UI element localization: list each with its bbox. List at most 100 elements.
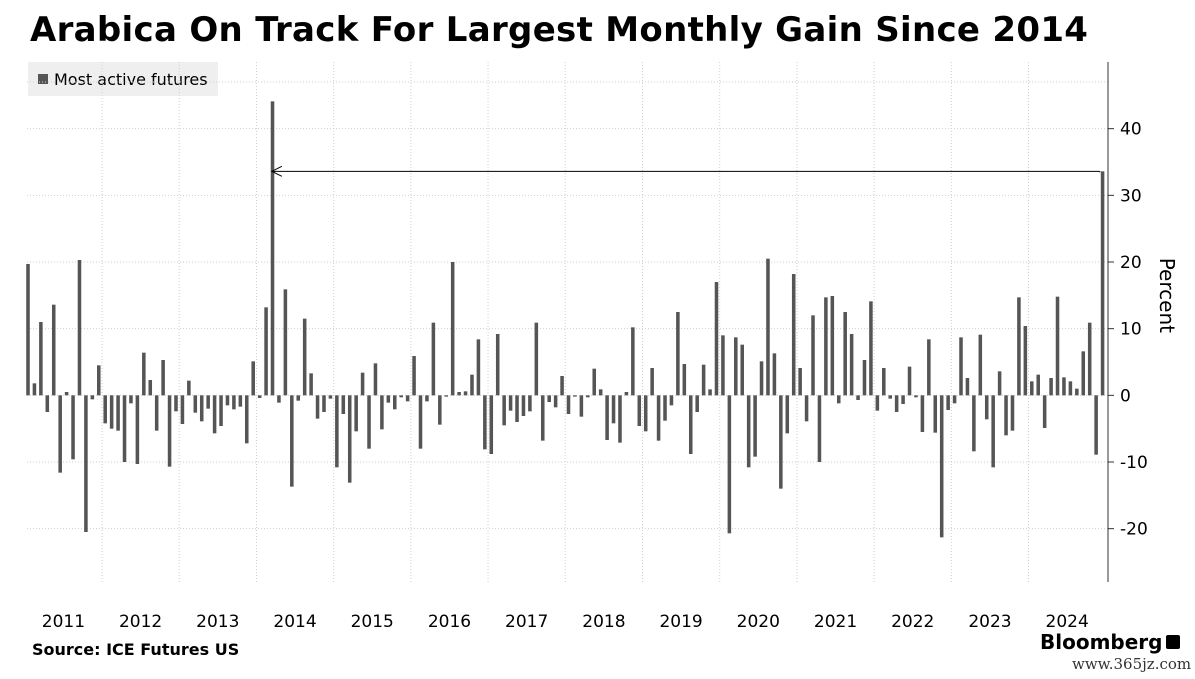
bar — [811, 315, 815, 396]
bar — [142, 352, 146, 396]
bar — [58, 395, 62, 473]
bar — [463, 391, 468, 396]
bar — [560, 376, 564, 396]
y-tick-label: 0 — [1120, 386, 1131, 406]
bar — [193, 395, 198, 413]
x-tick-label: 2024 — [1046, 612, 1089, 632]
bar — [238, 395, 243, 407]
bar — [392, 395, 397, 410]
x-tick-label: 2014 — [273, 612, 316, 632]
bar — [508, 395, 513, 411]
x-tick-label: 2013 — [196, 612, 239, 632]
bar — [283, 289, 288, 396]
bar — [315, 395, 320, 419]
annotation-arrow-head — [270, 165, 283, 177]
bar — [84, 395, 88, 532]
bar — [579, 395, 584, 417]
bar — [457, 392, 461, 396]
bar — [32, 383, 37, 396]
bar — [1030, 381, 1034, 396]
bar — [489, 395, 494, 454]
bar — [573, 395, 577, 397]
bar — [335, 395, 339, 468]
bar — [1010, 395, 1015, 431]
bar — [997, 371, 1002, 396]
bar — [412, 356, 416, 396]
bar — [817, 395, 822, 462]
bar — [1068, 381, 1073, 396]
bar — [1081, 351, 1086, 396]
x-tick-label: 2020 — [737, 612, 780, 632]
bar — [708, 389, 712, 396]
bar — [753, 395, 757, 457]
bar — [598, 389, 603, 396]
bar — [946, 395, 950, 410]
bar — [1094, 395, 1098, 455]
bar — [347, 395, 352, 483]
bar — [869, 301, 873, 396]
bar — [1036, 374, 1040, 396]
bar — [1087, 322, 1092, 396]
bar — [772, 353, 777, 396]
bar — [779, 395, 783, 489]
bar — [290, 395, 294, 487]
bar — [245, 395, 249, 444]
bar — [566, 395, 571, 414]
bar — [740, 344, 745, 396]
y-tick-label: 30 — [1120, 186, 1142, 206]
bar — [148, 380, 153, 396]
y-tick-label: 20 — [1120, 253, 1142, 273]
bar — [129, 395, 133, 404]
bar — [360, 372, 365, 396]
bar — [695, 395, 699, 412]
bar — [438, 395, 442, 425]
bar — [26, 264, 30, 396]
bar — [470, 374, 474, 396]
x-tick-label: 2012 — [119, 612, 162, 632]
bar — [701, 364, 706, 396]
bar — [1017, 297, 1021, 396]
bar — [199, 395, 204, 422]
x-tick-label: 2011 — [42, 612, 85, 632]
bar — [161, 360, 165, 396]
x-tick-label: 2022 — [891, 612, 934, 632]
bar — [116, 395, 120, 431]
bar — [663, 395, 667, 421]
bar — [901, 395, 905, 404]
bar — [553, 395, 558, 408]
legend: Most active futures — [28, 62, 218, 96]
bar — [212, 395, 217, 434]
bar — [843, 312, 847, 396]
y-tick-label: 10 — [1120, 320, 1142, 340]
bar — [856, 395, 860, 400]
bar — [476, 339, 481, 396]
bar — [103, 395, 107, 424]
bar — [618, 395, 622, 443]
bar — [77, 260, 82, 396]
legend-swatch — [38, 74, 48, 84]
bar — [97, 365, 101, 396]
bar — [251, 361, 255, 396]
bar — [495, 334, 500, 396]
x-tick-label: 2015 — [351, 612, 394, 632]
bar — [624, 392, 629, 396]
bar — [122, 395, 127, 462]
bar — [1055, 296, 1060, 396]
bar — [540, 395, 545, 441]
bar — [804, 395, 809, 422]
x-tick-label: 2021 — [814, 612, 857, 632]
bar — [1062, 377, 1066, 396]
bar — [972, 395, 976, 452]
bar — [669, 395, 674, 406]
bar — [920, 395, 925, 432]
bar — [643, 395, 648, 432]
y-tick-label: 40 — [1120, 120, 1142, 140]
bar — [991, 395, 995, 468]
bar — [766, 258, 770, 396]
bar — [682, 364, 687, 396]
bloomberg-bars-icon — [1166, 635, 1181, 649]
bar — [1042, 395, 1047, 428]
bar — [521, 395, 526, 416]
bar — [830, 296, 835, 396]
bar — [528, 395, 532, 412]
